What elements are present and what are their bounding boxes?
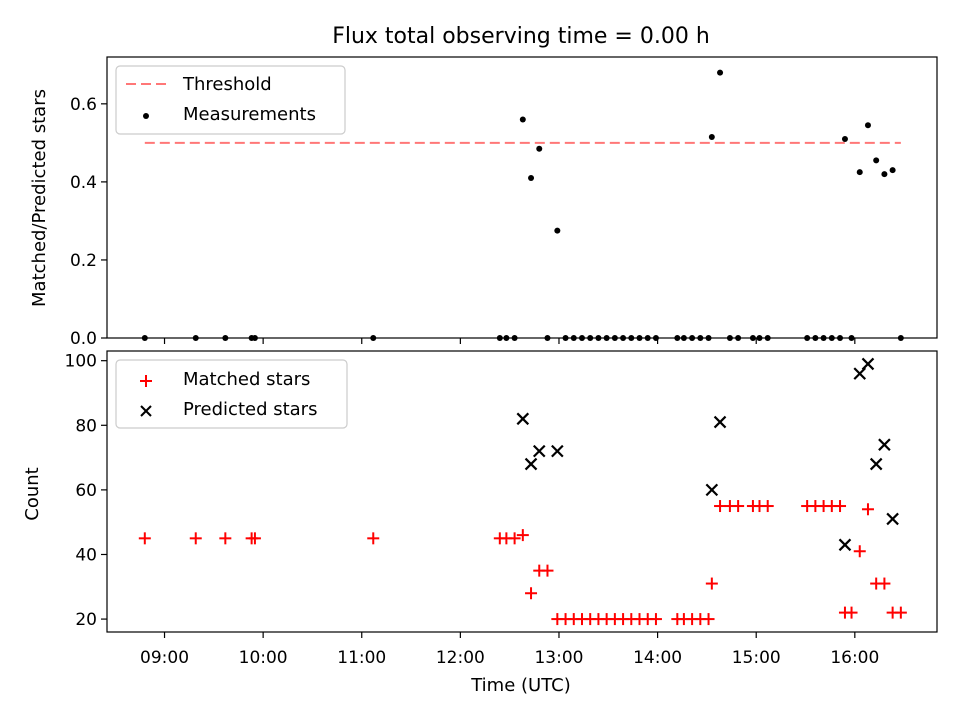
matched-star-point [732,500,745,513]
matched-star-point [525,587,538,600]
bottom-y-tick-label: 20 [75,610,97,630]
predicted-star-point [838,538,852,552]
bottom-y-tick-label: 40 [75,545,97,565]
predicted-star-point [886,512,899,526]
predicted-star-point [532,444,546,458]
x-tick-label: 09:00 [140,648,189,668]
measurement-point [708,134,715,141]
top-legend-box [115,65,346,135]
x-tick-label: 16:00 [830,648,879,668]
predicted-star-point [516,412,530,426]
legend-predicted-label: Predicted stars [183,399,317,420]
measurement-point [554,227,561,234]
count-series [138,357,907,626]
matched-star-point [508,532,521,545]
predicted-star-point [869,457,883,471]
x-tick-label: 12:00 [436,648,485,668]
matched-star-point [861,503,874,516]
measurement-point [717,69,724,76]
measurement-point [881,171,888,178]
bottom-axes-frame [106,350,938,633]
measurement-point [536,145,543,152]
bottom-y-tick-label: 80 [75,416,97,436]
top-y-tick-label: 0.4 [70,173,97,193]
predicted-star-point [861,357,875,371]
x-tick-label: 15:00 [732,648,781,668]
measurement-point [841,135,848,142]
matched-star-point [516,529,529,542]
matched-star-point [894,606,907,619]
predicted-star-point [878,438,891,451]
matched-star-point [853,545,866,558]
legend-matched-label: Matched stars [183,369,310,390]
matched-star-point [878,577,891,590]
matched-star-point [367,532,380,545]
legend-matched-swatch [140,375,152,387]
matched-star-point [219,532,232,545]
measurement-point [856,169,863,176]
matched-star-point [705,577,718,590]
top-y-axis-label: Matched/Predicted stars [29,89,50,307]
measurement-point [889,167,896,174]
x-tick-label: 11:00 [337,648,386,668]
top-axes-frame [106,56,938,339]
top-legend: Threshold Measurements [115,65,346,135]
matched-star-point [189,532,202,545]
x-axis-label: Time (UTC) [470,675,571,696]
legend-measurements-swatch [143,113,149,119]
predicted-star-point [713,415,727,429]
bottom-y-axis-label: Count [22,467,43,520]
top-y-tick-label: 0.0 [70,329,97,349]
matched-star-point [649,613,662,626]
measurement-point [864,122,871,129]
predicted-star-point [551,444,564,458]
matched-star-point [761,500,774,513]
measurement-point [873,157,880,164]
top-y-tick-label: 0.6 [70,95,97,115]
legend-measurements-label: Measurements [183,104,316,125]
matched-star-point [702,613,715,626]
bottom-panel: Count Time (UTC) 20 40 60 80 100 09:00 10:00 11… [22,350,938,696]
bottom-y-tick-label: 100 [65,352,97,372]
measurement-point [528,174,535,181]
legend-threshold-label: Threshold [182,74,272,95]
x-tick-label: 14:00 [633,648,682,668]
top-axes-ticks: 0.0 0.2 0.4 0.6 [70,95,856,349]
matched-star-point [834,500,847,513]
x-tick-label: 10:00 [239,648,288,668]
top-chart-title: Flux total observing time = 0.00 h [332,24,710,49]
matched-star-point [541,564,554,577]
top-panel: Flux total observing time = 0.00 h Match… [29,24,938,349]
x-tick-label: 13:00 [534,648,583,668]
matched-star-point [845,606,858,619]
predicted-star-point [705,483,719,497]
measurements-series [141,69,904,341]
matched-star-point [138,532,151,545]
measurement-point [519,116,526,123]
matched-star-point [248,532,261,545]
legend-predicted-swatch [140,405,152,417]
predicted-star-point [524,457,538,471]
top-y-tick-label: 0.2 [70,251,97,271]
bottom-axes-ticks: 20 40 60 80 100 09:00 10:00 11:00 12:00 13:00 14:0… [65,352,880,668]
bottom-legend: Matched stars Predicted stars [115,359,348,429]
bottom-legend-box [115,359,348,429]
bottom-y-tick-label: 60 [75,481,97,501]
